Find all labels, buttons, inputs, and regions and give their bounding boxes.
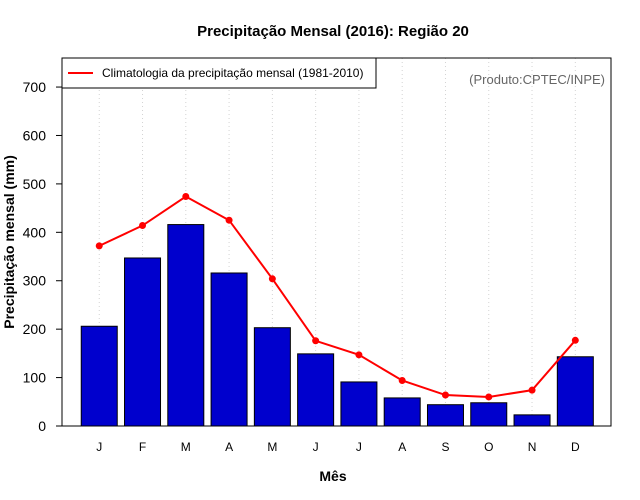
y-tick-label: 600	[23, 127, 47, 143]
x-tick-label: A	[225, 440, 233, 454]
legend-box	[61, 57, 377, 89]
x-tick-label: A	[398, 440, 406, 454]
x-axis-label: Mês	[319, 468, 346, 484]
climatology-point	[312, 337, 320, 345]
y-axis: 0 100 200 300 400 500 600 700	[23, 79, 62, 434]
x-tick-label: J	[313, 440, 319, 454]
x-tick-label: J	[96, 440, 102, 454]
bar	[124, 257, 162, 427]
bar	[167, 224, 205, 427]
climatology-point	[225, 216, 233, 224]
bar	[210, 272, 248, 427]
x-tick-label: M	[267, 440, 277, 454]
climatology-point	[95, 242, 103, 250]
bar-series	[80, 224, 594, 427]
climatology-point	[528, 386, 536, 394]
bar	[556, 356, 594, 427]
climatology-point	[182, 192, 190, 200]
climatology-point	[268, 275, 276, 283]
bar	[253, 327, 291, 427]
bar	[340, 381, 378, 427]
x-tick-label: N	[528, 440, 537, 454]
y-tick-label: 500	[23, 176, 47, 192]
y-tick-label: 300	[23, 273, 47, 289]
y-tick-label: 400	[23, 224, 47, 240]
y-tick-label: 100	[23, 370, 47, 386]
y-tick-label: 0	[38, 418, 46, 434]
x-tick-label: F	[139, 440, 146, 454]
climatology-point	[571, 336, 579, 344]
bar	[80, 325, 118, 427]
bar	[513, 414, 551, 427]
climatology-line	[98, 195, 577, 398]
source-annotation: (Produto:CPTEC/INPE)	[469, 72, 605, 87]
bar	[297, 353, 335, 427]
y-tick-label: 700	[23, 79, 47, 95]
climatology-point	[355, 351, 363, 359]
x-tick-label: J	[356, 440, 362, 454]
x-tick-label: S	[441, 440, 449, 454]
climatology-series	[95, 192, 579, 401]
climatology-point	[485, 393, 493, 401]
bar	[470, 402, 508, 427]
chart-title: Precipitação Mensal (2016): Região 20	[197, 23, 469, 40]
legend: Climatologia da precipitação mensal (198…	[61, 57, 377, 89]
x-tick-label: M	[181, 440, 191, 454]
climatology-point	[139, 222, 147, 230]
x-tick-label: D	[571, 440, 580, 454]
bar	[426, 404, 464, 427]
bar	[383, 397, 421, 427]
climatology-point	[398, 376, 406, 384]
x-tick-label: O	[484, 440, 493, 454]
legend-entry-label: Climatologia da precipitação mensal (198…	[102, 66, 363, 80]
y-axis-label: Precipitação mensal (mm)	[1, 155, 17, 329]
climatology-point	[441, 391, 449, 399]
y-tick-label: 200	[23, 321, 47, 337]
